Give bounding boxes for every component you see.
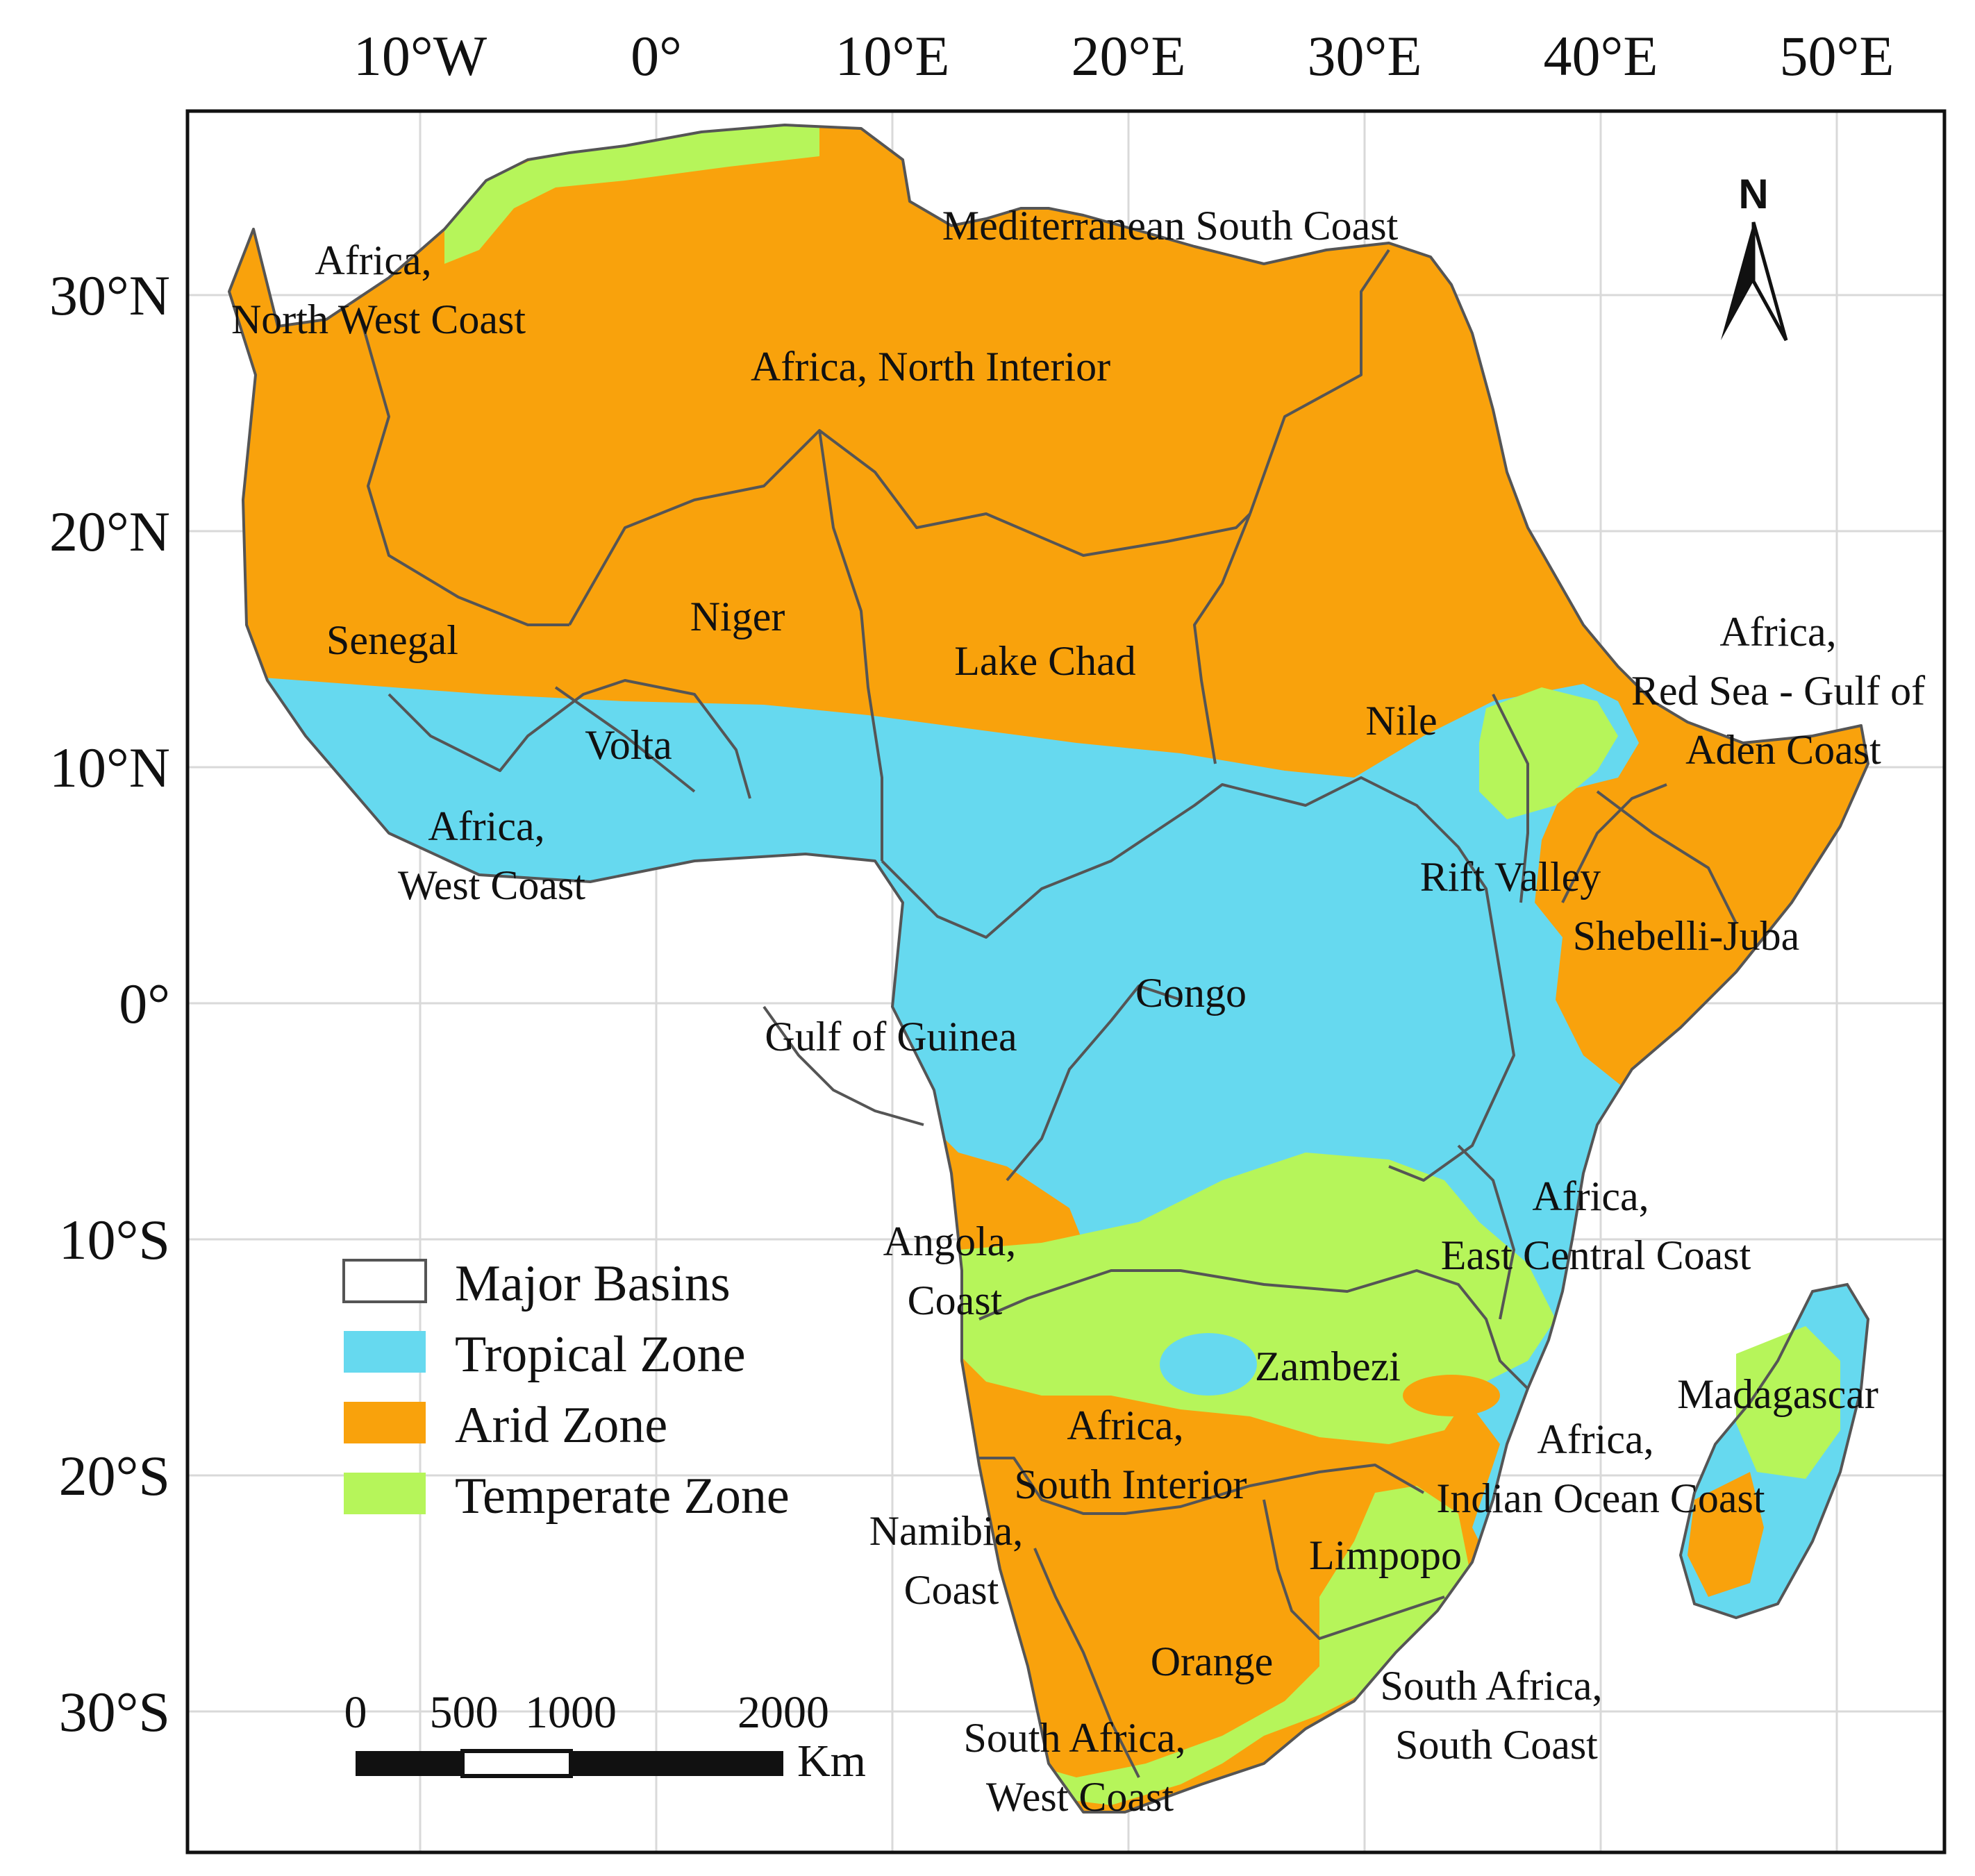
legend: Major Basins Tropical Zone Arid Zone Tem… bbox=[342, 1255, 790, 1525]
basin-labels: Africa, North West Coast Mediterranean S… bbox=[231, 203, 1935, 1820]
lat-tick-label: 0° bbox=[119, 972, 170, 1035]
basin-boundaries bbox=[228, 124, 1869, 1814]
tropical-pocket bbox=[1160, 1333, 1257, 1396]
basin-label-zambezi: Zambezi bbox=[1255, 1343, 1401, 1389]
scale-tick-label: 2000 bbox=[738, 1687, 829, 1738]
basin-label-indian-ocean: Africa, Indian Ocean Coast bbox=[1436, 1416, 1765, 1521]
basin-label-lake-chad: Lake Chad bbox=[954, 638, 1136, 684]
basin-label-congo: Congo bbox=[1135, 970, 1247, 1016]
basin-label-limpopo: Limpopo bbox=[1309, 1532, 1462, 1578]
basin-label-north-interior: Africa, North Interior bbox=[751, 344, 1110, 390]
legend-swatch-basins bbox=[342, 1259, 427, 1303]
basin-label-gulf-of-guinea: Gulf of Guinea bbox=[765, 1014, 1017, 1060]
legend-label: Temperate Zone bbox=[455, 1468, 790, 1525]
north-arrow-icon bbox=[1721, 222, 1753, 340]
temperate-zone-northwest bbox=[444, 126, 819, 264]
scale-unit: Km bbox=[797, 1736, 866, 1786]
lon-tick-label: 50°E bbox=[1780, 24, 1894, 87]
basin-label-west-coast: Africa, West Coast bbox=[398, 803, 585, 908]
lon-tick-label: 0° bbox=[631, 24, 682, 87]
legend-swatch-tropical bbox=[344, 1331, 426, 1373]
lon-tick-label: 10°E bbox=[835, 24, 950, 87]
legend-label: Tropical Zone bbox=[455, 1326, 746, 1383]
basin-label-sa-west-coast: South Africa, West Coast bbox=[964, 1715, 1197, 1820]
legend-swatch-temperate bbox=[344, 1473, 426, 1514]
scale-tick-label: 0 bbox=[344, 1687, 367, 1738]
lat-tick-label: 20°N bbox=[49, 500, 170, 563]
basin-label-south-interior: Africa, South Interior bbox=[1015, 1402, 1247, 1507]
basin-label-senegal: Senegal bbox=[326, 617, 458, 663]
scale-tick-label: 500 bbox=[430, 1687, 499, 1738]
lon-tick-label: 30°E bbox=[1308, 24, 1422, 87]
lat-tick-label: 30°S bbox=[59, 1680, 170, 1743]
basin-label-mediterranean: Mediterranean South Coast bbox=[942, 203, 1399, 249]
lat-tick-label: 20°S bbox=[59, 1444, 170, 1507]
scale-bar: 0 500 1000 2000 Km bbox=[344, 1687, 867, 1786]
map-frame bbox=[185, 109, 1947, 1854]
temperate-zone-ethiopia bbox=[1479, 687, 1618, 819]
basin-label-niger: Niger bbox=[690, 594, 785, 639]
basin-label-volta: Volta bbox=[585, 722, 672, 768]
basin-label-nile: Nile bbox=[1365, 698, 1437, 744]
lat-tick-label: 30°N bbox=[49, 264, 170, 327]
basin-label-sa-south-coast: South Africa, South Coast bbox=[1381, 1663, 1613, 1768]
legend-label: Major Basins bbox=[455, 1255, 731, 1312]
arid-pocket bbox=[1403, 1375, 1500, 1416]
basin-label-east-central: Africa, East Central Coast bbox=[1441, 1173, 1751, 1278]
lon-tick-label: 20°E bbox=[1072, 24, 1186, 87]
scale-tick-label: 1000 bbox=[525, 1687, 617, 1738]
temperate-zone-sa-coast bbox=[1028, 1486, 1472, 1805]
latitude-labels: 30°N 20°N 10°N 0° 10°S 20°S 30°S bbox=[49, 264, 170, 1743]
basin-label-namibia: Namibia, Coast bbox=[869, 1508, 1034, 1613]
longitude-labels: 10°W 0° 10°E 20°E 30°E 40°E 50°E bbox=[353, 24, 1894, 87]
lat-tick-label: 10°N bbox=[49, 736, 170, 799]
basin-label-nw-coast: Africa, North West Coast bbox=[231, 237, 526, 342]
basin-label-red-sea: Africa, Red Sea - Gulf of Aden Coast bbox=[1631, 609, 1935, 773]
basin-label-angola: Angola, Coast bbox=[883, 1218, 1027, 1323]
basin-label-orange: Orange bbox=[1151, 1639, 1274, 1684]
legend-label: Arid Zone bbox=[455, 1397, 667, 1454]
north-arrow-label: N bbox=[1738, 171, 1768, 217]
lon-tick-label: 40°E bbox=[1544, 24, 1658, 87]
temperate-zone-south bbox=[958, 1153, 1556, 1444]
lat-tick-label: 10°S bbox=[59, 1208, 170, 1271]
north-arrow: N bbox=[1721, 171, 1788, 342]
basin-label-shebelli-juba: Shebelli-Juba bbox=[1573, 913, 1800, 959]
basin-label-madagascar: Madagascar bbox=[1677, 1371, 1878, 1417]
madagascar-island bbox=[1678, 1282, 1870, 1620]
basin-label-rift-valley: Rift Valley bbox=[1420, 854, 1601, 900]
legend-swatch-arid bbox=[344, 1402, 426, 1443]
lon-tick-label: 10°W bbox=[353, 24, 488, 87]
